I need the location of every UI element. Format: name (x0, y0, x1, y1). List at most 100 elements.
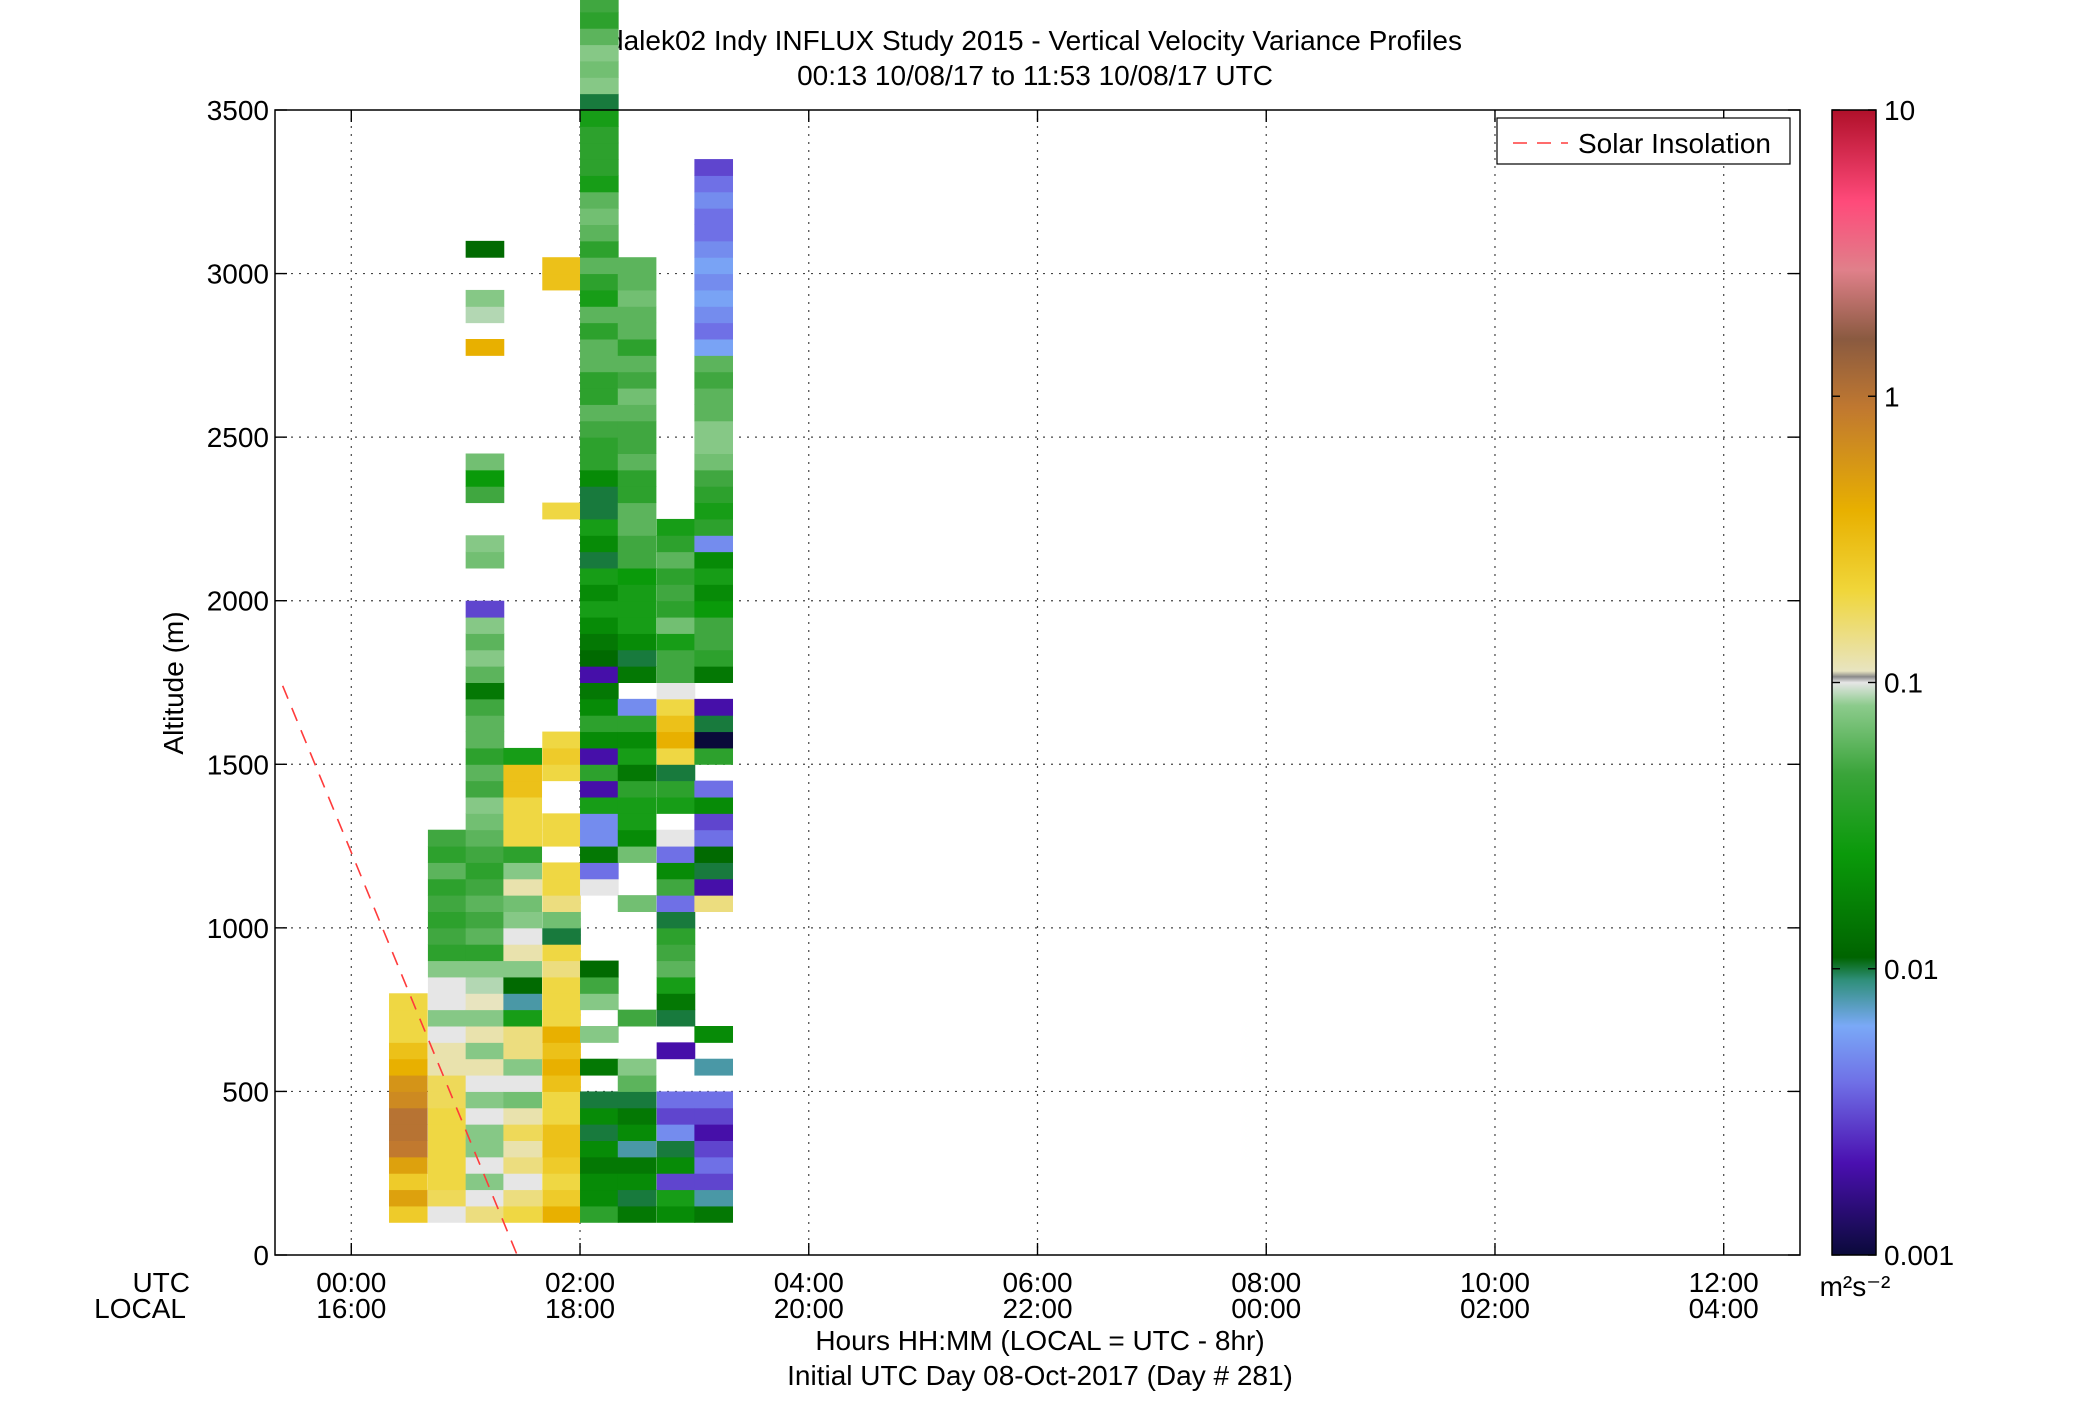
heatmap-cell (694, 224, 734, 242)
heatmap-cell (465, 1189, 505, 1207)
heatmap-cell (617, 486, 657, 504)
heatmap-cell (580, 437, 619, 454)
heatmap-cell (427, 1173, 467, 1191)
y-tick-label: 0 (253, 1240, 269, 1271)
colorbar-tick-label: 0.01 (1884, 954, 1939, 985)
heatmap-cell (580, 273, 619, 291)
heatmap-cell (427, 1058, 467, 1076)
heatmap-cell (694, 306, 734, 324)
heatmap-cell (617, 1140, 657, 1158)
heatmap-cell (465, 829, 505, 847)
heatmap-cell (617, 1075, 657, 1092)
heatmap-cell (503, 1140, 543, 1158)
heatmap-cell (465, 240, 505, 258)
x-tick-label-local: 20:00 (774, 1293, 844, 1324)
heatmap-cell (617, 420, 657, 438)
heatmap-cell (465, 764, 505, 782)
heatmap-cell (694, 780, 734, 798)
heatmap-cell (694, 797, 734, 814)
heatmap-cell (656, 1173, 696, 1191)
heatmap-cell (580, 747, 619, 765)
heatmap-cell (694, 551, 734, 569)
heatmap-cell (617, 633, 657, 651)
heatmap-cell (580, 617, 619, 634)
colorbar-tick-label: 0.1 (1884, 668, 1923, 699)
heatmap-cell (465, 453, 505, 471)
heatmap-cell (694, 240, 734, 258)
heatmap-cell (580, 960, 619, 978)
heatmap-cell (580, 1156, 619, 1174)
heatmap-cell (580, 633, 619, 651)
heatmap-cell (465, 960, 505, 978)
heatmap-cell (694, 1091, 734, 1109)
x-row-label-local: LOCAL (94, 1293, 186, 1324)
heatmap-cell (580, 600, 619, 618)
heatmap-cell (503, 1124, 543, 1141)
heatmap-cell (503, 1107, 543, 1125)
heatmap-cell (389, 1009, 428, 1027)
heatmap-cell (580, 0, 619, 13)
heatmap-cell (503, 813, 543, 831)
heatmap-cell (427, 1026, 467, 1043)
heatmap-cell (542, 927, 581, 945)
heatmap-cell (389, 1156, 428, 1174)
heatmap-cell (580, 829, 619, 847)
heatmap-cell (656, 944, 696, 962)
heatmap-cell (465, 469, 505, 487)
heatmap-cell (465, 715, 505, 733)
heatmap-cell (580, 60, 619, 78)
heatmap-cell (656, 568, 696, 585)
heatmap-cell (617, 355, 657, 373)
heatmap-cell (542, 1140, 581, 1158)
heatmap-cell (465, 878, 505, 896)
heatmap-cell (580, 44, 619, 62)
heatmap-cell (656, 633, 696, 651)
heatmap-cell (427, 895, 467, 912)
heatmap-cell (656, 698, 696, 716)
heatmap-cell (389, 1026, 428, 1043)
legend: Solar Insolation (1496, 117, 1791, 165)
heatmap-cell (389, 1091, 428, 1109)
heatmap-cell (465, 895, 505, 912)
heatmap-cell (580, 518, 619, 536)
heatmap-cell (580, 371, 619, 389)
heatmap-cell (580, 110, 619, 127)
heatmap-cell (465, 633, 505, 651)
heatmap-cell (580, 469, 619, 487)
x-tick-label-utc: 02:00 (545, 1267, 615, 1298)
heatmap-cell (465, 682, 505, 700)
heatmap-cell (617, 649, 657, 667)
heatmap-cell (465, 600, 505, 618)
heatmap-cell (542, 976, 581, 994)
heatmap-cell (580, 1205, 619, 1223)
heatmap-cell (580, 731, 619, 749)
heatmap-cell (617, 797, 657, 814)
heatmap-cell (465, 1091, 505, 1109)
heatmap-cell (617, 1107, 657, 1125)
heatmap-cell (694, 698, 734, 716)
heatmap-cell (694, 191, 734, 209)
heatmap-cell (465, 306, 505, 324)
heatmap-cell (503, 1009, 543, 1027)
heatmap-cell (617, 780, 657, 798)
heatmap-cell (503, 944, 543, 962)
heatmap-cell (542, 862, 581, 880)
heatmap-cell (465, 1205, 505, 1223)
heatmap-cell (427, 944, 467, 962)
heatmap-cell (656, 911, 696, 929)
heatmap-cell (465, 797, 505, 814)
heatmap-cell (656, 747, 696, 765)
colorbar-units: m²s⁻² (1820, 1271, 1891, 1302)
heatmap-cell (427, 1009, 467, 1027)
heatmap-cell (427, 927, 467, 945)
colorbar-tick-label: 0.001 (1884, 1240, 1954, 1271)
heatmap-cell (580, 322, 619, 340)
heatmap-cell (389, 1124, 428, 1141)
heatmap-cell (694, 600, 734, 618)
y-tick-label: 3500 (207, 95, 269, 126)
heatmap-cell (694, 388, 734, 405)
heatmap-cell (580, 175, 619, 193)
heatmap-cell (542, 747, 581, 765)
heatmap-cell (503, 1156, 543, 1174)
